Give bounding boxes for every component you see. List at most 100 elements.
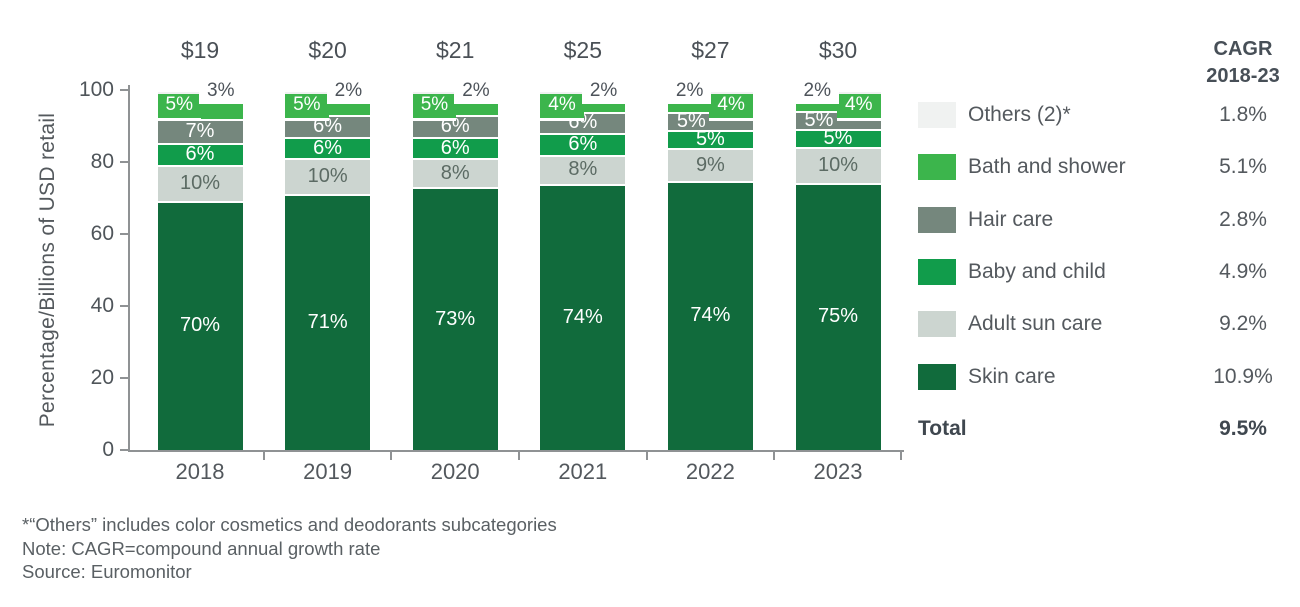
bar-segment-label: 6% <box>313 136 343 159</box>
footnote-line: *“Others” includes color cosmetics and d… <box>22 514 557 535</box>
legend-total-value: 9.5% <box>1219 417 1267 440</box>
bar-segment-baby-and-child <box>667 130 753 149</box>
bar-segment-baby-and-child <box>285 136 371 159</box>
bar-group-2021: 74% 8% 6% 6% 4% 2% <box>540 80 626 450</box>
bar-segment-label: 2% <box>326 80 371 104</box>
bar-segment-label: 5% <box>157 94 201 121</box>
bar-segment-adult-sun-care <box>412 158 498 188</box>
bar-segment-skin-care <box>157 200 243 450</box>
cagr-header-line1: CAGR <box>1213 38 1273 60</box>
cagr-header-line2: 2018-23 <box>1206 65 1280 87</box>
bar-segment-label: 70% <box>179 314 221 337</box>
bar-segment-baby-and-child <box>412 136 498 159</box>
y-axis-tick-label: 0 <box>102 438 114 461</box>
bar-segment-adult-sun-care <box>540 154 626 184</box>
bar-group-2022: 74% 9% 5% 5% 4% 2% <box>667 80 753 450</box>
y-axis-tick-mark <box>120 89 129 91</box>
bar-segment-label: 6% <box>185 143 215 166</box>
y-axis-tick-label: 20 <box>90 366 114 389</box>
legend-row-hair-care: Hair care 2.8% <box>918 205 1290 235</box>
bar-segment-label: 5% <box>823 127 853 150</box>
bar-segment-label: 75% <box>817 305 859 328</box>
legend-row-skin-care: Skin care 10.9% <box>918 362 1290 392</box>
bar-total-label-2018: $19 <box>180 37 220 63</box>
bar-group-2020: 73% 8% 6% 6% 5% 2% <box>412 80 498 450</box>
x-axis-label-2023: 2023 <box>813 459 863 484</box>
cagr-header: CAGR 2018-23 <box>1196 36 1290 90</box>
bar-total-label-2023: $30 <box>818 37 858 63</box>
bar-segment-label: 2% <box>667 80 712 104</box>
legend-label: Baby and child <box>968 259 1106 283</box>
bar-segment-baby-and-child <box>795 129 881 148</box>
bar-segment-skin-care <box>285 194 371 450</box>
bar-segment-label: 73% <box>435 307 476 330</box>
bar-segment-label: 74% <box>562 305 603 328</box>
bar-total-label-2022: $27 <box>691 37 730 63</box>
x-axis-tick-mark <box>645 452 648 460</box>
bar-segment-label: 10% <box>179 171 221 194</box>
bar-segment-label: 9% <box>695 153 725 176</box>
legend-total-label: Total <box>918 417 967 440</box>
bar-segment-baby-and-child <box>540 133 626 155</box>
y-axis-title: Percentage/Billions of USD retail <box>36 112 59 428</box>
footnotes: *“Others” includes color cosmetics and d… <box>22 513 557 584</box>
adult-sun-care-swatch <box>918 311 956 338</box>
legend-label: Others (2)* <box>968 103 1071 126</box>
footnote-line: Note: CAGR=compound annual growth rate <box>22 537 381 559</box>
bar-segment-adult-sun-care <box>157 164 243 201</box>
bar-segment-label: 8% <box>568 158 598 181</box>
skin-care-swatch <box>918 363 956 390</box>
bar-total-label-2019: $20 <box>308 37 347 63</box>
others-2-swatch <box>918 102 956 128</box>
x-axis-line <box>128 450 904 452</box>
bar-segment-label: 10% <box>817 153 859 176</box>
bar-segment-baby-and-child <box>157 143 243 165</box>
bar-segment-label: 10% <box>307 165 348 188</box>
y-axis-line <box>128 85 130 452</box>
bar-segment-label: 4% <box>540 94 584 121</box>
x-axis-label-2018: 2018 <box>175 459 225 484</box>
bar-segment-label: 74% <box>690 304 731 327</box>
x-axis-tick-mark <box>900 452 902 460</box>
y-axis-tick-mark <box>120 305 129 307</box>
y-axis-tick-mark <box>120 233 129 235</box>
legend-row-others-2: Others (2)* 1.8% <box>918 100 1290 130</box>
hair-care-swatch <box>918 206 956 233</box>
footnote-line: Source: Euromonitor <box>22 561 192 582</box>
legend-label: Skin care <box>968 364 1056 388</box>
y-axis-tick-label: 100 <box>78 78 114 101</box>
y-axis-tick-mark <box>120 449 129 451</box>
legend-total-row: Total 9.5% <box>918 414 1290 444</box>
bar-segment-label: 5% <box>285 94 329 121</box>
bar-total-label-2020: $21 <box>436 37 475 63</box>
legend-row-baby-and-child: Baby and child 4.9% <box>918 257 1290 287</box>
bar-segment-label: 4% <box>837 94 881 121</box>
bath-and-shower-swatch <box>918 154 956 181</box>
legend-row-bath-and-shower: Bath and shower 5.1% <box>918 152 1290 182</box>
bar-group-2019: 71% 10% 6% 6% 5% 2% <box>285 80 371 450</box>
legend-cagr-value: 10.9% <box>1213 364 1273 388</box>
baby-and-child-swatch <box>918 258 956 285</box>
legend-cagr-value: 5.1% <box>1219 155 1267 179</box>
x-axis-tick-mark <box>518 452 520 460</box>
bar-segment-skin-care <box>795 182 881 450</box>
legend-label: Bath and shower <box>968 155 1126 179</box>
bar-total-label-2021: $25 <box>563 37 602 63</box>
legend-cagr-value: 2.8% <box>1219 207 1267 231</box>
x-axis-label-2020: 2020 <box>430 459 480 484</box>
bar-group-2023: 75% 10% 5% 5% 4% 2% <box>795 80 881 450</box>
bar-segment-label: 2% <box>454 80 498 104</box>
legend-cagr-value: 9.2% <box>1219 312 1267 336</box>
y-axis-tick-mark <box>120 161 129 163</box>
legend-row-adult-sun-care: Adult sun care 9.2% <box>918 309 1290 339</box>
bar-segment-label: 3% <box>199 80 243 104</box>
bar-segment-label: 5% <box>676 109 706 132</box>
bar-segment-label: 4% <box>709 94 753 121</box>
x-axis-label-2021: 2021 <box>558 459 608 484</box>
x-axis-label-2022: 2022 <box>685 459 735 484</box>
legend-cagr-value: 1.8% <box>1219 103 1267 126</box>
bar-segment-adult-sun-care <box>667 148 753 181</box>
x-axis-tick-mark <box>262 452 265 460</box>
bar-segment-label: 7% <box>185 119 215 142</box>
